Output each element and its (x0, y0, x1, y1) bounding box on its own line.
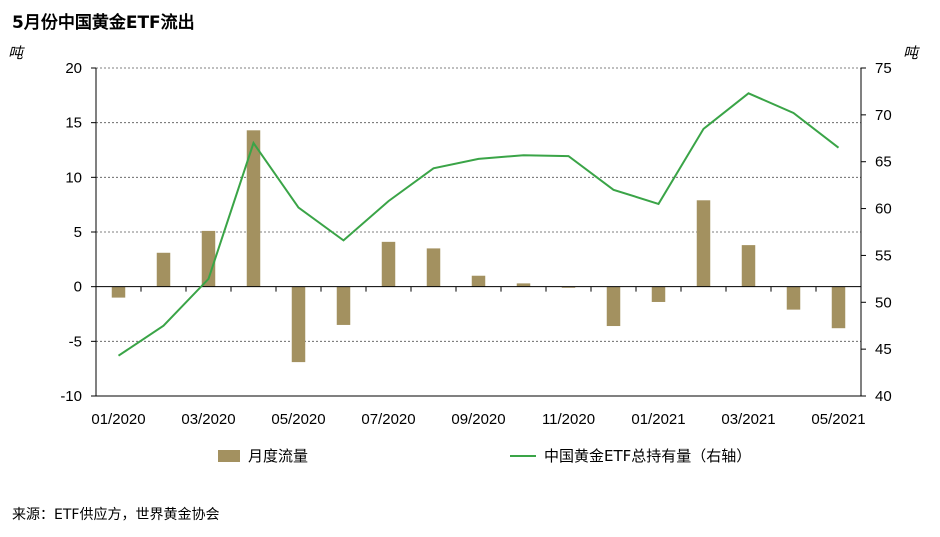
x-tick-label: 11/2020 (542, 411, 595, 428)
right-tick-label: 60 (875, 201, 892, 218)
bar-07/2020 (381, 241, 396, 287)
legend-item-line: 中国黄金ETF总持有量（右轴） (510, 445, 751, 466)
left-tick-label: 5 (74, 224, 82, 241)
right-tick-label: 70 (875, 107, 892, 124)
bar-10/2020 (516, 283, 531, 287)
line-series (117, 92, 840, 357)
bar-05/2021 (831, 286, 846, 329)
left-tick-label: 20 (65, 60, 82, 77)
bar-03/2021 (741, 245, 756, 287)
legend-bar-swatch (218, 449, 240, 462)
right-axis-unit: 吨 (903, 44, 919, 62)
right-tick-label: 55 (875, 247, 892, 264)
bar-01/2020 (111, 286, 126, 298)
bar-04/2021 (786, 286, 801, 310)
bar-11/2020 (561, 286, 576, 288)
bar-02/2020 (156, 252, 171, 287)
right-tick-label: 75 (875, 60, 892, 77)
x-tick-label: 05/2021 (811, 411, 865, 428)
holdings-line (117, 92, 840, 357)
legend-line-swatch (510, 454, 536, 457)
left-tick-label: 15 (65, 115, 82, 132)
legend-item-bars: 月度流量 (218, 445, 308, 466)
bar-01/2021 (651, 286, 666, 302)
legend-bar-label: 月度流量 (248, 447, 309, 465)
x-tick-label: 05/2020 (271, 411, 325, 428)
bar-09/2020 (471, 275, 486, 287)
right-tick-label: 50 (875, 294, 892, 311)
bar-03/2020 (201, 230, 216, 287)
bar-04/2020 (246, 130, 261, 287)
legend-line-label: 中国黄金ETF总持有量（右轴） (544, 447, 752, 465)
left-tick-label: 0 (74, 279, 82, 296)
x-tick-label: 03/2021 (721, 411, 775, 428)
bar-08/2020 (426, 248, 441, 287)
left-tick-label: 10 (65, 169, 82, 186)
x-tick-label: 03/2020 (181, 411, 235, 428)
source-note: 来源：ETF供应方，世界黄金协会 (12, 507, 220, 523)
x-tick-label: 07/2020 (361, 411, 415, 428)
bar-12/2020 (606, 286, 621, 327)
grid-lines (96, 67, 861, 342)
bar-06/2020 (336, 286, 351, 325)
right-tick-label: 40 (875, 388, 892, 405)
x-tick-label: 09/2020 (451, 411, 505, 428)
x-tick-label: 01/2021 (631, 411, 685, 428)
left-tick-label: -10 (60, 388, 82, 405)
axes (91, 67, 866, 397)
right-tick-label: 65 (875, 154, 892, 171)
bar-series (111, 130, 846, 363)
chart-title: 5月份中国黄金ETF流出 (12, 13, 195, 33)
left-axis-unit: 吨 (8, 44, 24, 62)
bar-02/2021 (696, 200, 711, 287)
right-tick-label: 45 (875, 341, 892, 358)
left-tick-label: -5 (69, 333, 82, 350)
x-tick-label: 01/2020 (91, 411, 145, 428)
bar-05/2020 (291, 286, 306, 363)
